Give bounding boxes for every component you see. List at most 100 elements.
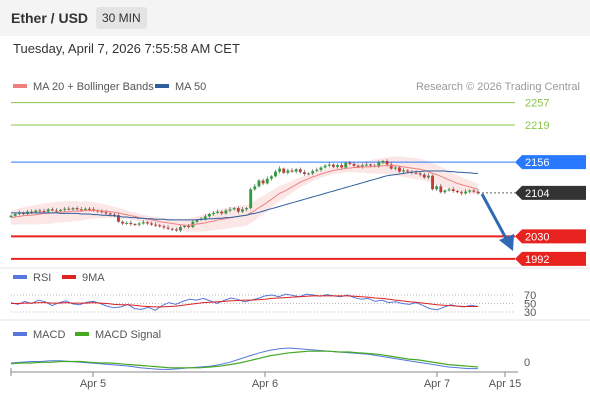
candle-body	[476, 191, 480, 193]
candle-body	[443, 190, 447, 193]
legend-label-rsi: RSI	[33, 272, 51, 284]
level-label-2030: 2030	[525, 231, 549, 243]
candle-body	[195, 219, 199, 222]
candle-body	[154, 224, 158, 226]
candle-body	[216, 211, 220, 213]
candle-body	[472, 190, 476, 192]
candle-body	[261, 180, 265, 184]
candle-body	[369, 164, 372, 166]
candle-body	[88, 208, 91, 210]
chart-timestamp: Tuesday, April 7, 2026 7:55:58 AM CET	[13, 41, 240, 56]
legend-swatch-macd	[13, 332, 27, 336]
candle-body	[344, 162, 348, 168]
candle-body	[381, 161, 385, 163]
candle-body	[294, 169, 298, 172]
ma50-line	[11, 170, 478, 221]
candle-body	[133, 224, 137, 226]
candle-body	[179, 227, 182, 231]
candle-body	[100, 211, 104, 213]
x-tick-label: Apr 15	[489, 378, 521, 390]
candle-body	[464, 191, 468, 194]
candle-body	[360, 165, 364, 167]
candle-body	[455, 191, 459, 193]
candle-body	[38, 210, 42, 212]
candle-body	[269, 176, 273, 179]
candle-body	[439, 186, 443, 193]
candle-body	[166, 227, 170, 229]
x-tick-label: Apr 5	[80, 378, 106, 390]
candle-body	[323, 165, 327, 168]
legend-swatch-ma20	[13, 84, 27, 88]
level-label-2219: 2219	[525, 120, 549, 132]
candle-body	[352, 163, 356, 166]
candle-body	[212, 212, 215, 215]
candle-body	[447, 189, 451, 191]
candle-body	[21, 212, 25, 215]
rsi-ma-line	[11, 295, 478, 308]
candle-body	[46, 209, 50, 212]
interval-badge[interactable]: 30 MIN	[96, 7, 147, 29]
legend-swatch-ma50	[155, 84, 169, 88]
watermark: Research © 2026 Trading Central	[416, 81, 580, 93]
candle-body	[406, 170, 410, 172]
candle-body	[393, 167, 397, 169]
candle-body	[389, 164, 393, 169]
candle-body	[327, 164, 331, 166]
candle-body	[170, 228, 174, 230]
candle-body	[141, 222, 145, 224]
candle-body	[83, 208, 87, 210]
level-tag-1992	[515, 251, 586, 266]
candle-body	[129, 222, 133, 225]
legend-label-macd-signal: MACD Signal	[95, 329, 161, 341]
candle-body	[302, 172, 306, 174]
candle-body	[71, 208, 75, 210]
candle-body	[356, 165, 360, 167]
candle-body	[79, 209, 83, 211]
candle-body	[117, 215, 120, 222]
candle-body	[245, 208, 249, 210]
candle-body	[426, 175, 430, 178]
macd-line	[10, 347, 478, 370]
macd-signal-line	[10, 350, 479, 369]
candle-body	[274, 171, 277, 177]
candle-body	[336, 165, 339, 167]
x-tick-label: Apr 6	[252, 378, 278, 390]
candle-body	[17, 212, 21, 215]
candle-body	[30, 211, 34, 213]
candle-body	[468, 190, 472, 192]
candle-body	[104, 212, 108, 214]
legend-label-ma50: MA 50	[175, 81, 206, 93]
candle-body	[174, 229, 178, 231]
candle-body	[331, 164, 335, 167]
candle-body	[220, 211, 224, 214]
candle-body	[348, 162, 352, 164]
candle-body	[203, 216, 207, 219]
candle-body	[75, 208, 79, 210]
candle-body	[311, 171, 315, 174]
rsi-tick-label: 50	[524, 299, 536, 311]
level-label-2257: 2257	[525, 98, 549, 110]
candle-body	[183, 225, 187, 227]
candle-body	[224, 210, 228, 214]
candle-body	[414, 172, 418, 174]
candle-body	[315, 169, 319, 172]
candle-body	[377, 162, 381, 167]
rsi-line	[10, 293, 479, 311]
candle-body	[232, 208, 236, 210]
level-tag-2156	[515, 155, 586, 170]
candle-body	[265, 178, 269, 184]
candle-body	[282, 168, 286, 173]
candle-body	[9, 215, 13, 217]
forecast-arrow-head	[499, 234, 514, 251]
x-tick-label: Apr 7	[424, 378, 450, 390]
candle-body	[187, 225, 191, 227]
legend-swatch-rsi-ma	[62, 275, 76, 279]
candle-body	[451, 189, 455, 192]
candle-body	[34, 210, 38, 213]
candle-body	[150, 223, 153, 225]
candle-body	[63, 208, 67, 210]
candle-body	[236, 208, 240, 212]
candle-body	[398, 167, 401, 172]
level-tag-2030	[515, 229, 586, 244]
